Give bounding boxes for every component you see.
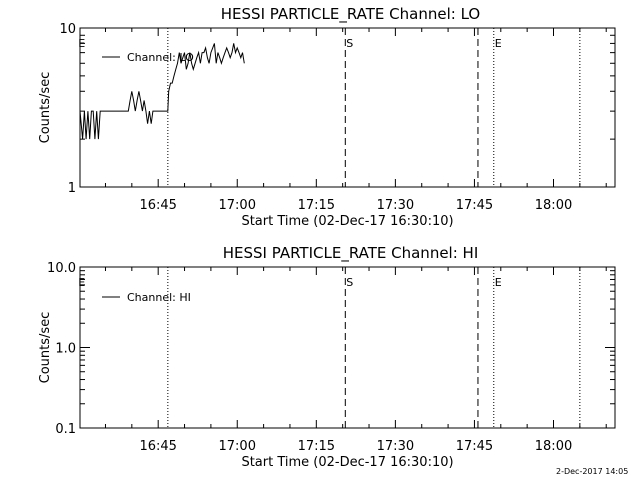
x-tick-label: 17:30 [377,439,414,454]
chart-panel-2: HESSI PARTICLE_RATE Channel: HI Counts/se… [38,244,616,470]
x-tick-label: 17:45 [456,439,493,454]
y-axis-label: Counts/sec [38,312,53,384]
chart-title: HESSI PARTICLE_RATE Channel: LO [221,5,480,24]
y-tick-label: 0.1 [55,422,76,437]
marker-label: E [495,276,502,289]
x-tick-label: 18:00 [535,439,572,454]
marker-label: S [346,276,353,289]
y-axis-label: Counts/sec [38,72,53,144]
y-tick-label: 1.0 [55,342,76,357]
legend-entry: Channel: HI [127,291,191,304]
x-tick-label: 17:30 [377,198,414,213]
legend-entry: Channel: LO [127,51,194,64]
x-tick-label: 17:00 [219,439,256,454]
x-tick-label: 18:00 [535,198,572,213]
plot-frame [79,27,616,188]
x-tick-label: 17:00 [219,198,256,213]
marker-label: E [78,276,85,289]
marker-label: E [495,37,502,50]
y-tick-label: 10 [59,22,76,37]
x-tick-label: 17:15 [298,439,335,454]
series-line-1 [79,43,245,140]
x-tick-label: 17:15 [298,198,335,213]
chart-panel-1: HESSI PARTICLE_RATE Channel: LO Counts/se… [38,5,616,229]
x-tick-label: 16:45 [139,439,176,454]
x-tick-label: 17:45 [456,198,493,213]
marker-label: S [346,37,353,50]
x-axis-label: Start Time (02-Dec-17 16:30:10) [241,455,453,470]
plot-timestamp: 2-Dec-2017 14:05 [556,467,629,476]
x-tick-label: 16:45 [139,198,176,213]
marker-label: E [78,37,85,50]
chart-title: HESSI PARTICLE_RATE Channel: HI [223,244,479,263]
x-axis-label: Start Time (02-Dec-17 16:30:10) [241,214,453,229]
y-tick-label: 1 [68,181,76,196]
y-tick-label: 10.0 [47,261,76,276]
